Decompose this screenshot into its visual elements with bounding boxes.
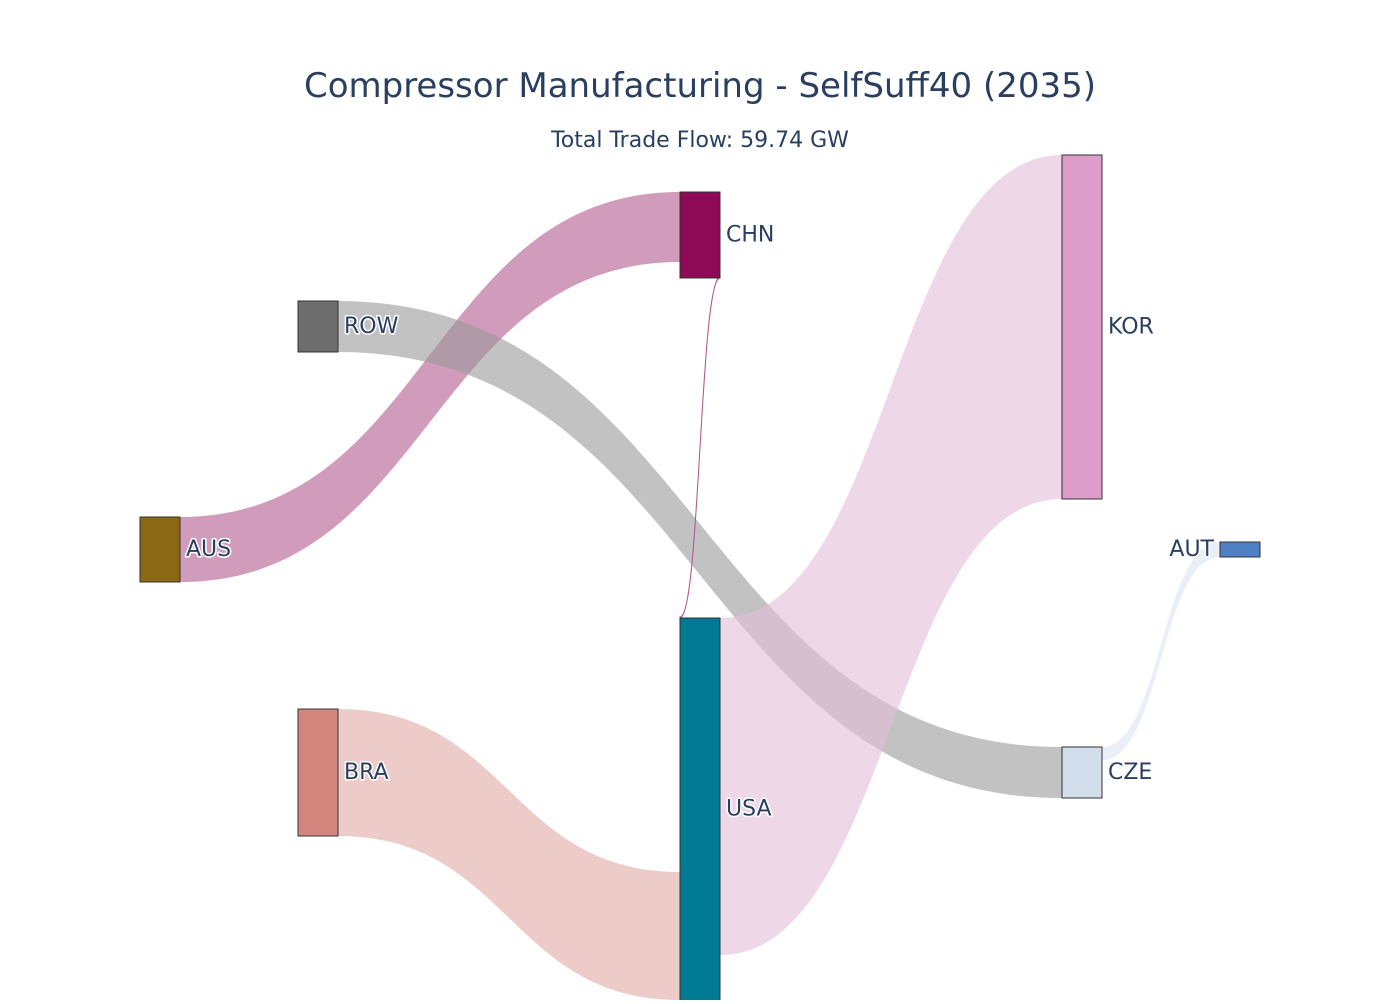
node-label-row: ROW xyxy=(344,314,399,339)
node-label-kor: KOR xyxy=(1108,315,1154,340)
node-label-usa: USA xyxy=(726,797,772,822)
link-usa-kor[interactable] xyxy=(720,155,1062,955)
label-layer: AUS ROW BRA CHN USA KOR CZE AUT xyxy=(185,221,1217,823)
node-layer xyxy=(139,154,1261,1004)
link-bra-usa[interactable] xyxy=(338,709,680,1000)
link-layer xyxy=(180,155,1220,1000)
node-chn[interactable] xyxy=(679,191,721,279)
node-row[interactable] xyxy=(297,300,339,353)
link-aus-chn[interactable] xyxy=(180,192,680,582)
node-usa[interactable] xyxy=(679,617,721,1004)
node-label-chn: CHN xyxy=(726,223,774,248)
chart-title: Compressor Manufacturing - SelfSuff40 (2… xyxy=(303,66,1097,106)
node-bra[interactable] xyxy=(297,708,339,837)
node-label-aut: AUT xyxy=(1169,537,1214,562)
node-label-cze: CZE xyxy=(1108,760,1152,785)
link-cze-aut[interactable] xyxy=(1102,542,1220,760)
node-label-bra: BRA xyxy=(344,760,389,785)
node-aut[interactable] xyxy=(1219,541,1261,558)
node-aus[interactable] xyxy=(139,516,181,583)
node-kor[interactable] xyxy=(1061,154,1103,500)
chart-subtitle: Total Trade Flow: 59.74 GW xyxy=(551,128,849,153)
link-row-cze[interactable] xyxy=(338,301,1062,798)
node-label-aus: AUS xyxy=(186,537,231,562)
node-cze[interactable] xyxy=(1061,746,1103,799)
